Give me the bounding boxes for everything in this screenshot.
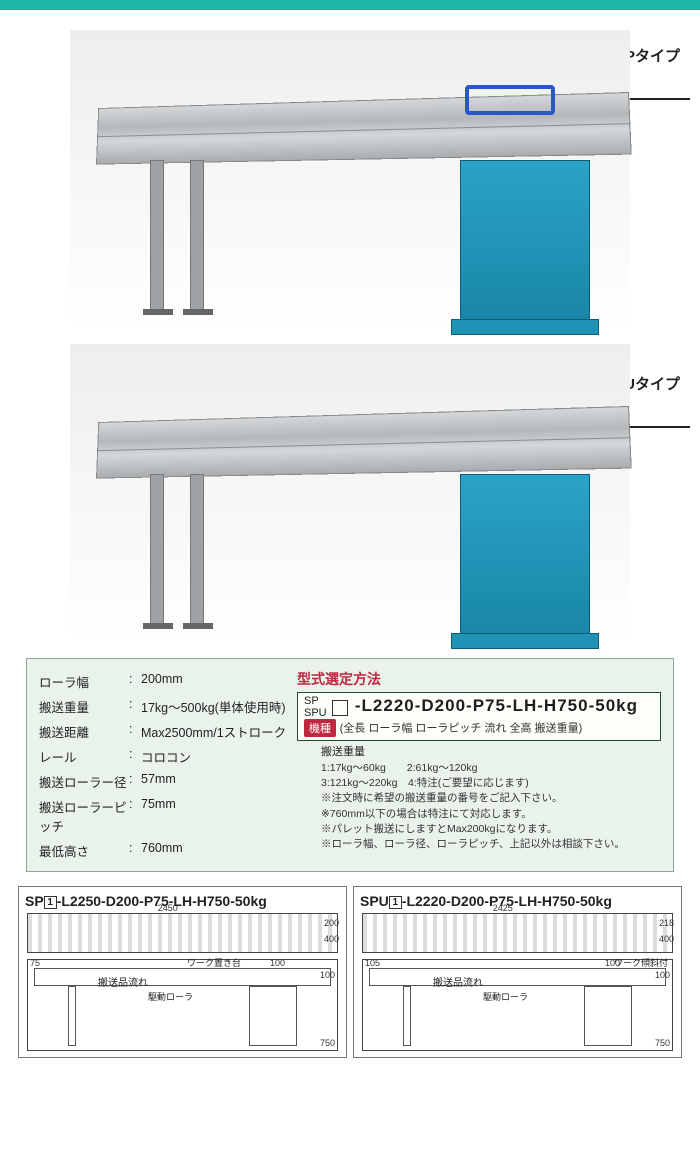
spec-value: 200mm [141, 672, 183, 691]
dim-plan-w: 400 [659, 934, 674, 944]
spec-colon: : [129, 697, 141, 716]
dim-elev-r: 100 [270, 958, 285, 968]
spec-row: 最低高さ:760mm [39, 838, 291, 863]
drawing-spu-title: SPU1-L2220-D200-P75-LH-H750-50kg [360, 893, 675, 909]
dim-overall-length: 2450 [158, 903, 178, 913]
product-sp-image [70, 30, 630, 330]
weight-range-1: 1:17kg～60kg 2:61kg～120kg [321, 761, 661, 776]
model-selection: 型式選定方法 SP SPU -L2220-D200-P75-LH-H750-50… [291, 669, 661, 863]
label-drive-roller: 駆動ローラ [483, 990, 528, 1003]
dwg-prefix: SPU [360, 893, 389, 909]
label-flow: 搬送品流れ [433, 974, 483, 989]
drawing-sp-elevation: 75 100 100 750 搬送品流れ ワーク置き台 駆動ローラ [27, 959, 338, 1051]
dim-elev-l: 105 [365, 958, 380, 968]
note-1: ※注文時に希望の搬送重量の番号をご記入下さい。 [321, 791, 661, 806]
note-2: ※760mm以下の場合は特注にて対応します。 [321, 807, 661, 822]
spec-key: 搬送距離 [39, 722, 129, 741]
drawing-spu: SPU1-L2220-D200-P75-LH-H750-50kg 2425 21… [353, 886, 682, 1058]
drawing-sp: SP1-L2250-D200-P75-LH-H750-50kg 2450 200… [18, 886, 347, 1058]
prefix-spu: SPU [304, 708, 327, 720]
spec-key: 搬送ローラー径 [39, 772, 129, 791]
drawing-spu-elevation: 105 100 100 750 搬送品流れ ワーク傾斜付 駆動ローラ [362, 959, 673, 1051]
dim-overall-length: 2425 [493, 903, 513, 913]
spec-row: 搬送距離:Max2500mm/1ストローク [39, 719, 291, 744]
dim-plan-w: 400 [324, 934, 339, 944]
prefix-stack: SP SPU [304, 696, 327, 719]
model-code: -L2220-D200-P75-LH-H750-50kg [355, 696, 638, 715]
model-params-legend: (全長 ローラ幅 ローラピッチ 流れ 全高 搬送重量) [340, 723, 583, 735]
weight-range-2: 3:121kg～220kg 4:特注(ご要望に応じます) [321, 776, 661, 791]
dim-elev-l: 75 [30, 958, 40, 968]
label-work-tilt: ワーク傾斜付 [614, 956, 668, 969]
dim-height: 750 [655, 1038, 670, 1048]
spec-colon: : [129, 722, 141, 741]
spec-colon: : [129, 747, 141, 766]
selection-notes: 搬送重量 1:17kg～60kg 2:61kg～120kg 3:121kg～22… [297, 745, 661, 852]
spec-value: 75mm [141, 797, 176, 835]
note-4: ※ローラ幅、ローラ径、ローラピッチ、上記以外は相談下さい。 [321, 837, 661, 852]
prefix-placeholder-box [332, 700, 348, 716]
note-3: ※パレット搬送にしますとMax200kgになります。 [321, 822, 661, 837]
spec-key: 最低高さ [39, 841, 129, 860]
technical-drawings: SP1-L2250-D200-P75-LH-H750-50kg 2450 200… [18, 886, 682, 1058]
spec-value: 17kg～500kg(単体使用時) [141, 697, 286, 716]
spec-key: 搬送重量 [39, 697, 129, 716]
product-spu-section: 搬送品はのせるだけ 搬送品の流れ 機種 SPUタイプ [0, 338, 700, 652]
dim-elev-r2: 100 [320, 970, 335, 980]
drawing-sp-title: SP1-L2250-D200-P75-LH-H750-50kg [25, 893, 340, 909]
spec-row: ローラ幅:200mm [39, 669, 291, 694]
dwg-box-num: 1 [389, 896, 402, 909]
spec-value: 760mm [141, 841, 183, 860]
spec-key: 搬送ローラーピッチ [39, 797, 129, 835]
dwg-prefix: SP [25, 893, 44, 909]
product-sp-section: 搬送品はのせるだけ 搬送品の流れ 機種 SPタイプ [0, 10, 700, 338]
spec-row: 搬送重量:17kg～500kg(単体使用時) [39, 694, 291, 719]
label-flow: 搬送品流れ [98, 974, 148, 989]
spec-panel: ローラ幅:200mm搬送重量:17kg～500kg(単体使用時)搬送距離:Max… [26, 658, 674, 872]
prefix-sp: SP [304, 696, 327, 708]
spec-colon: : [129, 672, 141, 691]
drawing-spu-plan: 2425 218 400 [362, 913, 673, 953]
label-drive-roller: 駆動ローラ [148, 990, 193, 1003]
spec-colon: : [129, 772, 141, 791]
kishu-badge: 機種 [304, 719, 336, 737]
dwg-box-num: 1 [44, 896, 57, 909]
dim-elev-r2: 100 [655, 970, 670, 980]
spec-value: 57mm [141, 772, 176, 791]
spec-row: レール:コロコン [39, 744, 291, 769]
dim-plan-w2: 200 [324, 918, 339, 928]
spec-key: レール [39, 747, 129, 766]
model-code-box: SP SPU -L2220-D200-P75-LH-H750-50kg 機種 (… [297, 692, 661, 741]
spec-colon: : [129, 841, 141, 860]
spec-table: ローラ幅:200mm搬送重量:17kg～500kg(単体使用時)搬送距離:Max… [39, 669, 291, 863]
selection-title: 型式選定方法 [297, 669, 661, 689]
spec-value: コロコン [141, 747, 191, 766]
top-teal-bar [0, 0, 700, 10]
dim-plan-w2: 218 [659, 918, 674, 928]
spec-key: ローラ幅 [39, 672, 129, 691]
spec-colon: : [129, 797, 141, 835]
weight-title: 搬送重量 [321, 745, 661, 761]
spec-value: Max2500mm/1ストローク [141, 722, 286, 741]
label-work-stand: ワーク置き台 [187, 956, 241, 969]
spec-row: 搬送ローラーピッチ:75mm [39, 794, 291, 838]
product-spu-image [70, 344, 630, 644]
dim-height: 750 [320, 1038, 335, 1048]
spec-row: 搬送ローラー径:57mm [39, 769, 291, 794]
drawing-sp-plan: 2450 200 400 [27, 913, 338, 953]
